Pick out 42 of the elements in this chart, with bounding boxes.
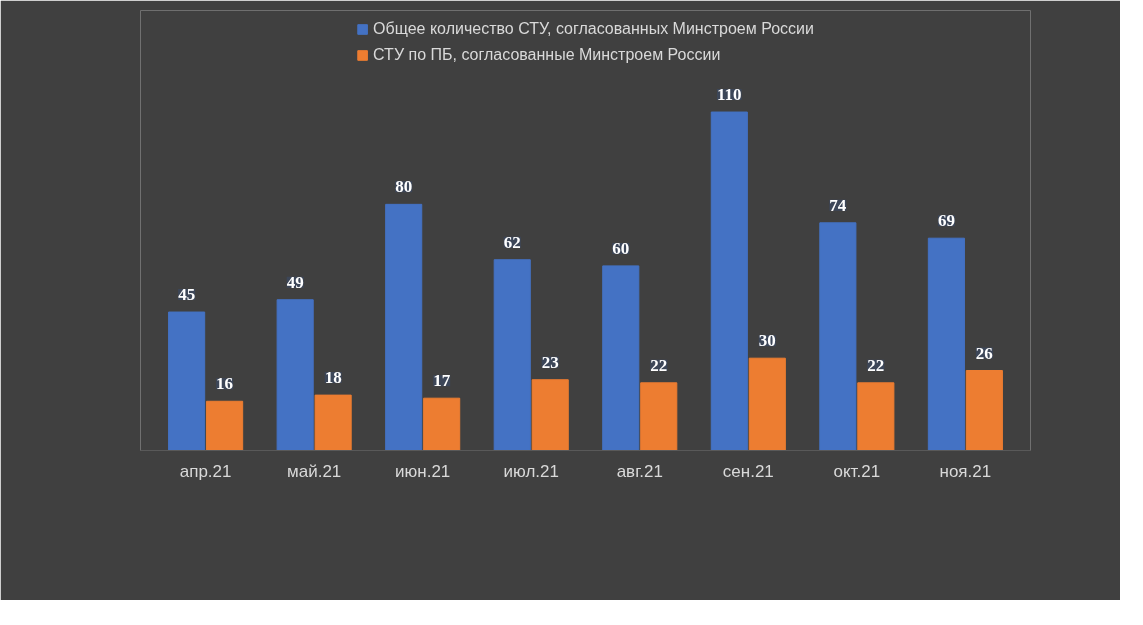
- bar: [819, 222, 857, 451]
- bar: [423, 397, 461, 451]
- x-tick-label: май.21: [287, 461, 342, 481]
- bar: [206, 400, 244, 451]
- bar: [965, 370, 1003, 451]
- bar: [710, 111, 748, 451]
- data-label: 22: [650, 355, 668, 375]
- x-tick-label: июн.21: [395, 461, 451, 481]
- x-tick-label: июл.21: [503, 461, 559, 481]
- data-label: 60: [612, 238, 630, 258]
- data-label: 45: [178, 285, 196, 305]
- data-label: 80: [395, 177, 413, 197]
- data-label: 69: [937, 211, 955, 231]
- bar: [493, 259, 531, 451]
- data-label: 22: [867, 355, 885, 375]
- legend-label: Общее количество СТУ, согласованных Минстроем России: [373, 20, 814, 38]
- bar: [385, 203, 423, 451]
- x-tick-label: окт.21: [833, 461, 881, 481]
- data-label: 17: [433, 371, 451, 391]
- x-tick-label: ноя.21: [939, 461, 992, 481]
- legend-label: СТУ по ПБ, согласованные Минстроем России: [373, 46, 721, 64]
- bar: [602, 265, 640, 451]
- bar: [314, 394, 352, 451]
- x-tick-label: апр.21: [179, 461, 232, 481]
- bar: [640, 382, 678, 451]
- data-label: 18: [324, 368, 342, 388]
- bar: [857, 382, 895, 451]
- data-label: 23: [541, 352, 559, 372]
- bar: [531, 379, 569, 451]
- data-label: 74: [829, 195, 847, 215]
- bar: [168, 311, 206, 451]
- x-tick-label: сен.21: [722, 461, 774, 481]
- data-label: 30: [758, 331, 776, 351]
- bar: [276, 299, 314, 451]
- bar: [748, 357, 786, 451]
- x-tick-label: авг.21: [616, 461, 663, 481]
- data-label: 49: [286, 272, 304, 292]
- bar: [927, 237, 965, 451]
- data-label: 62: [503, 232, 521, 252]
- data-label: 16: [216, 374, 234, 394]
- data-label: 110: [717, 85, 742, 105]
- data-label: 26: [975, 343, 993, 363]
